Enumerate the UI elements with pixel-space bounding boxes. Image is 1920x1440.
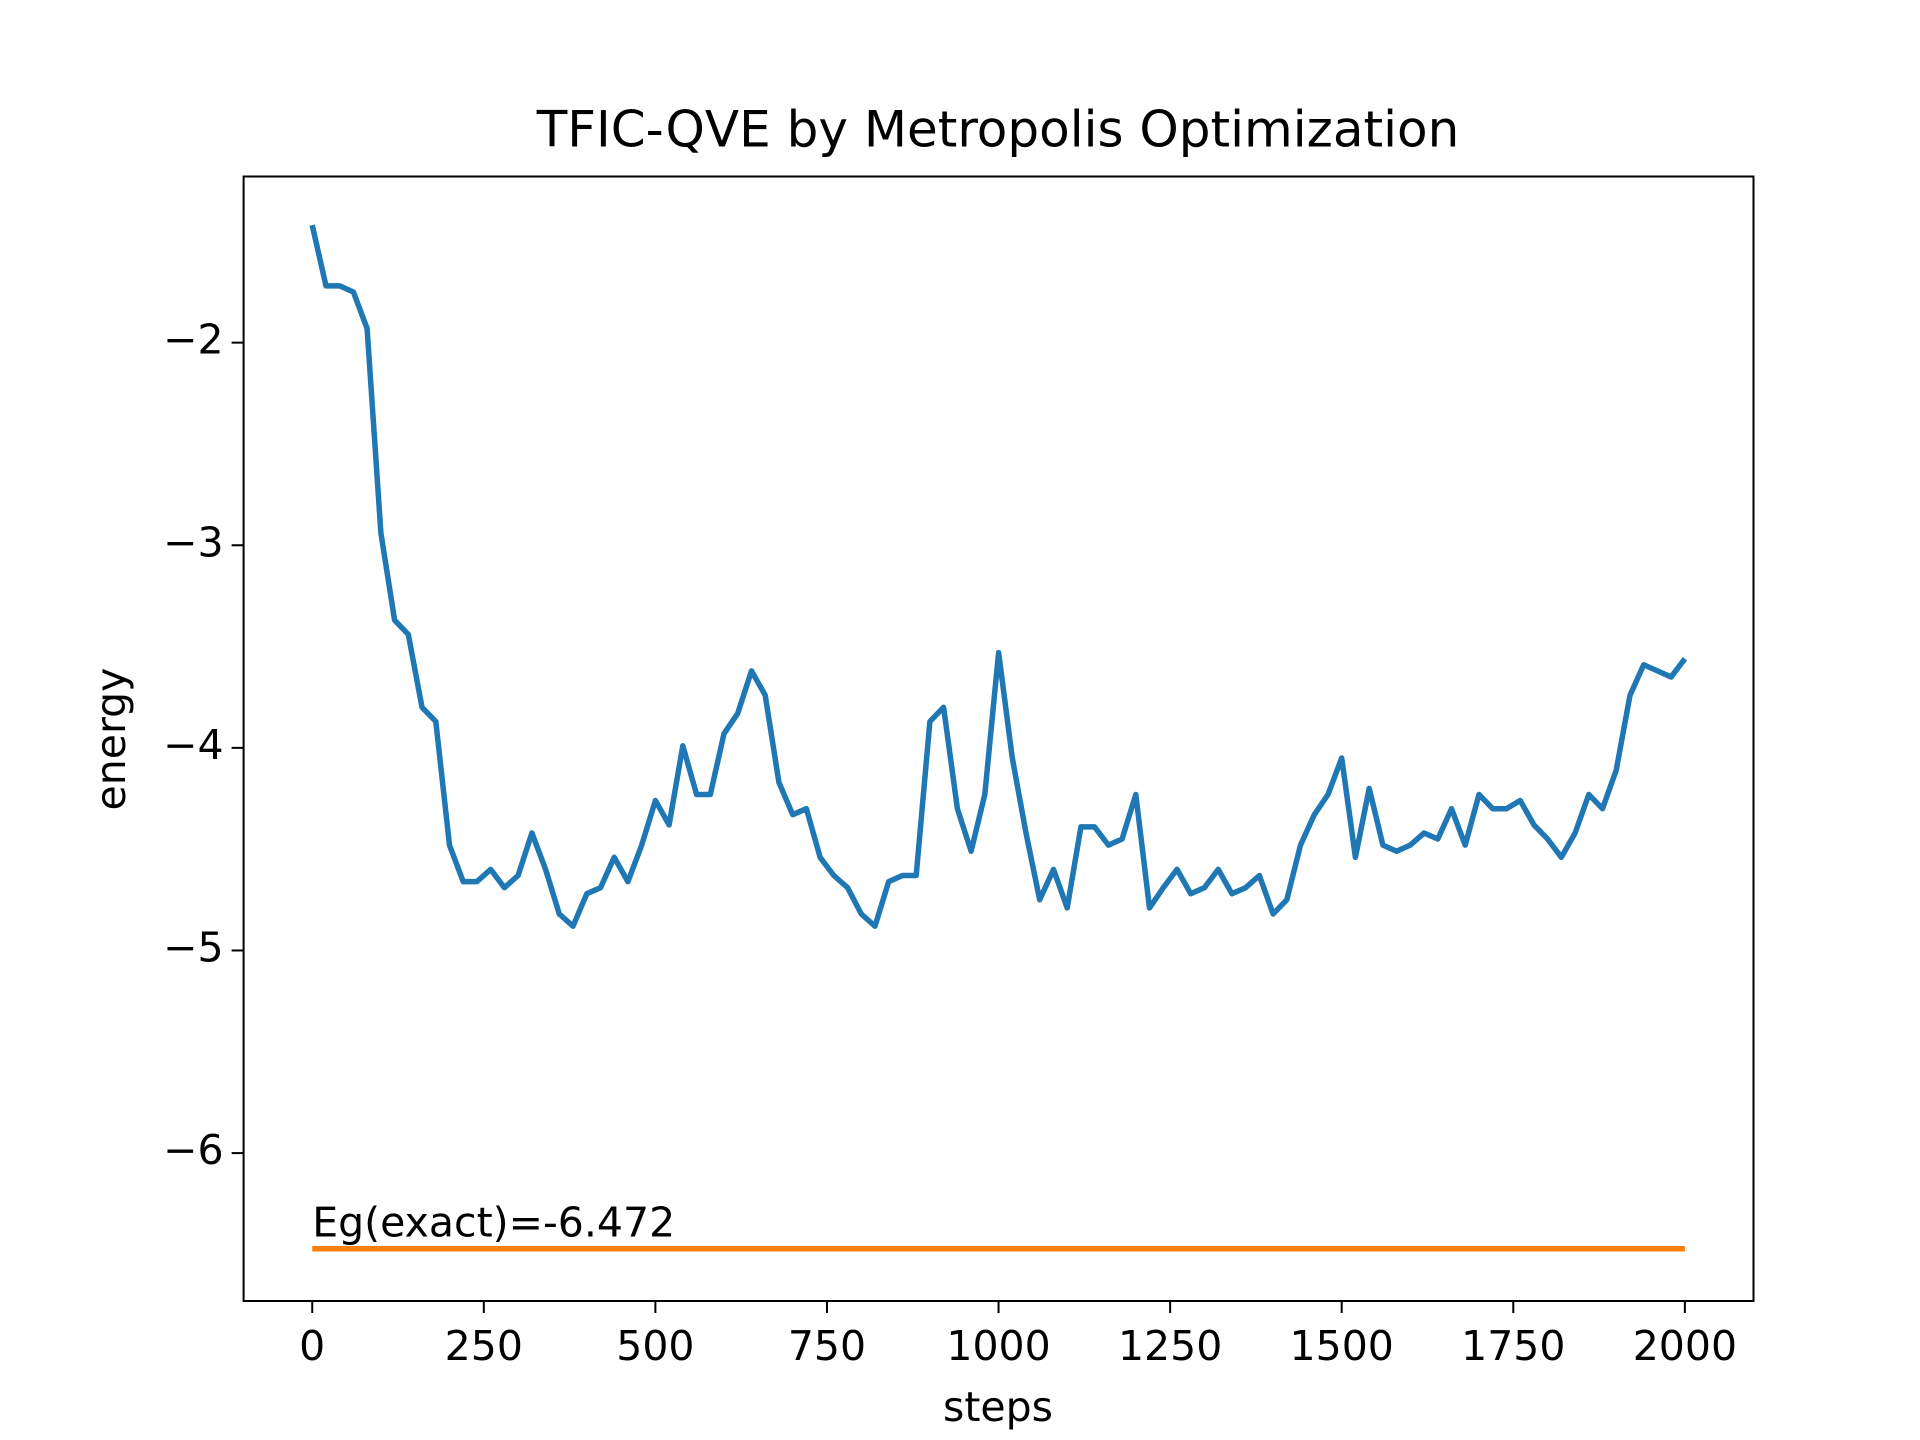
x-tick-label: 500: [616, 1322, 694, 1370]
x-tick-label: 1000: [946, 1322, 1050, 1370]
x-axis-label: steps: [943, 1383, 1053, 1431]
chart-title: TFIC-QVE by Metropolis Optimization: [536, 101, 1460, 159]
x-tick-label: 750: [788, 1322, 866, 1370]
y-tick-label: −6: [163, 1126, 223, 1174]
plot-frame: [242, 175, 1755, 1302]
annotation: Eg(exact)=-6.472: [312, 1199, 675, 1247]
x-tick-label: 1500: [1290, 1322, 1394, 1370]
y-tick-label: −2: [163, 316, 223, 364]
y-tick-label: −5: [163, 923, 223, 971]
y-tick-label: −3: [163, 518, 223, 566]
y-tick-label: −4: [163, 721, 223, 769]
x-tick-label: 1750: [1461, 1322, 1565, 1370]
y-axis-label: energy: [87, 668, 135, 811]
x-tick-label: 1250: [1118, 1322, 1222, 1370]
x-tick-label: 250: [445, 1322, 523, 1370]
x-tick-label: 0: [299, 1322, 325, 1370]
x-tick-label: 2000: [1633, 1322, 1737, 1370]
line-series: [309, 224, 1688, 929]
